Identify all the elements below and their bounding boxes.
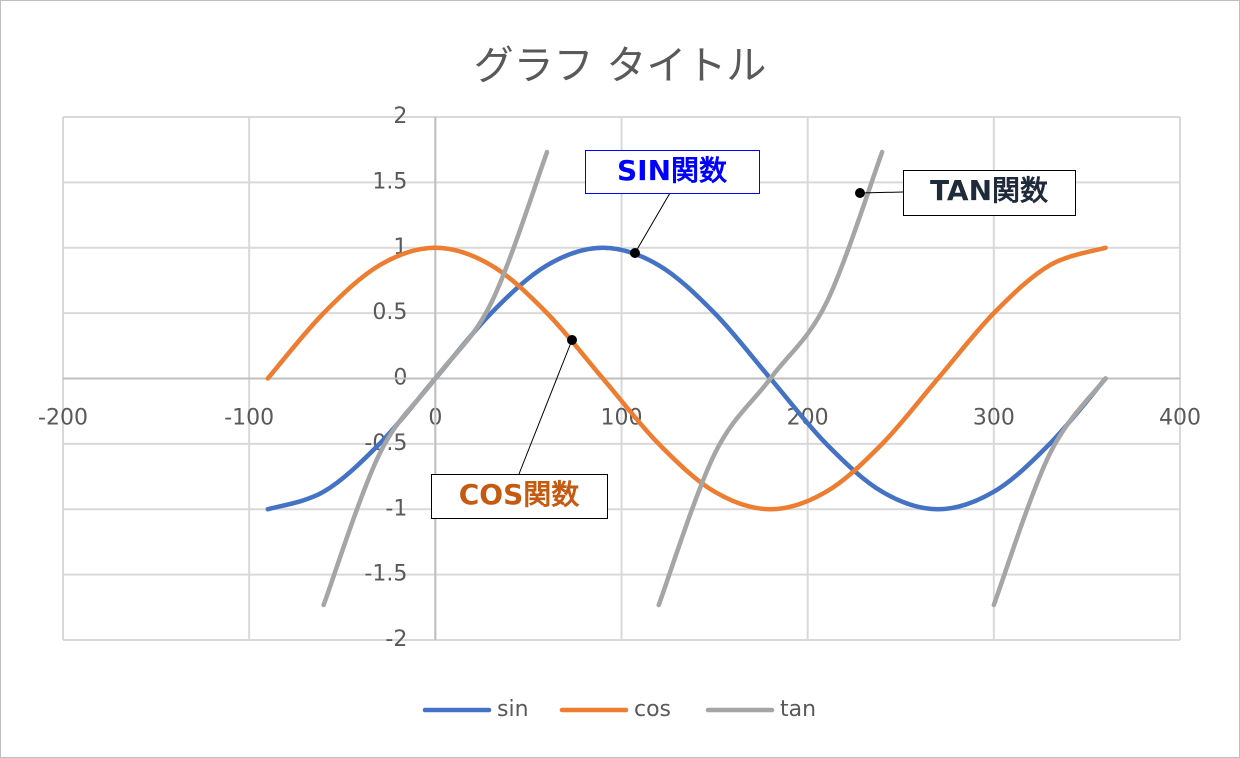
x-tick-label: 200 — [787, 406, 829, 431]
callout-text: TAN関数 — [930, 174, 1049, 207]
callout-dot — [567, 335, 577, 345]
y-tick-label: 2 — [393, 104, 407, 129]
chart-title: グラフ タイトル — [474, 43, 767, 89]
callout-box — [585, 150, 760, 194]
plot-area: -2-1.5-1-0.500.511.52-200-10001002003004… — [38, 104, 1201, 652]
y-tick-label: -1 — [385, 496, 407, 521]
callout-leader — [634, 192, 671, 254]
y-tick-label: -2 — [385, 627, 407, 652]
series-line — [321, 149, 1108, 608]
y-tick-label: 1.5 — [372, 169, 407, 194]
callout-dot — [630, 248, 640, 258]
x-tick-label: 400 — [1159, 406, 1201, 431]
legend-label: tan — [780, 697, 816, 722]
y-tick-label: -1.5 — [364, 562, 407, 587]
callout-dot — [855, 188, 865, 198]
x-tick-label: -100 — [224, 406, 274, 431]
x-tick-label: -200 — [38, 406, 88, 431]
x-tick-label: 300 — [973, 406, 1015, 431]
callouts: SIN関数 COS関数 TAN関数 — [431, 150, 1076, 519]
callout-text: COS関数 — [459, 478, 581, 511]
legend: sin cos tan — [422, 697, 816, 722]
callout-leader — [518, 339, 573, 475]
y-tick-label: 0.5 — [372, 300, 407, 325]
legend-label: sin — [497, 697, 529, 722]
callout-leader — [859, 191, 904, 194]
callout-box — [903, 170, 1076, 216]
series-line — [265, 245, 1108, 512]
callout-box — [431, 474, 608, 519]
callout-text: SIN関数 — [617, 154, 728, 187]
legend-label: cos — [634, 697, 671, 722]
